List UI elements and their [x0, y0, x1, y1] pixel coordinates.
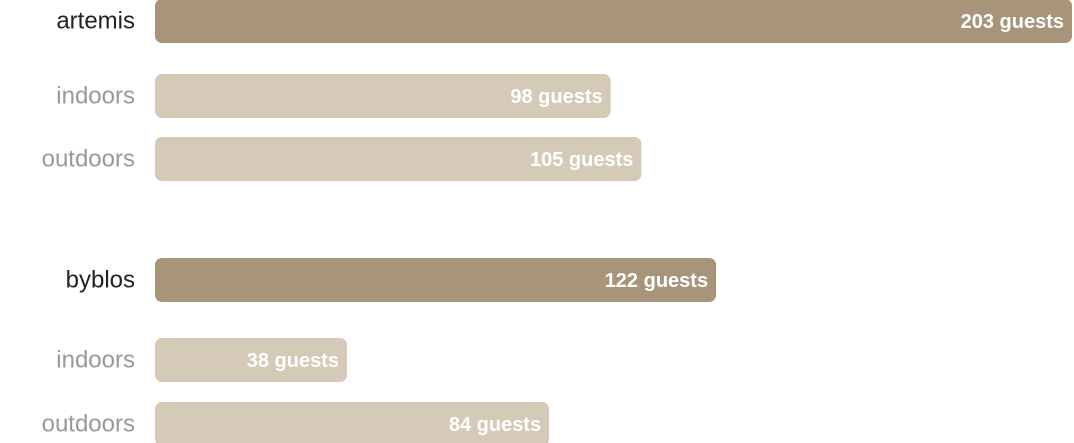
value-label: 84 guests — [449, 414, 541, 436]
bar — [155, 0, 1072, 43]
category-label: outdoors — [42, 146, 135, 173]
value-label: 98 guests — [510, 86, 602, 108]
category-label: outdoors — [42, 411, 135, 438]
category-label: artemis — [56, 8, 135, 35]
bar — [155, 258, 717, 302]
category-label: byblos — [66, 267, 135, 294]
bar — [155, 338, 347, 382]
bar — [155, 74, 611, 118]
value-label: 122 guests — [605, 270, 708, 292]
bar — [155, 137, 642, 181]
bar — [155, 402, 550, 443]
value-label: 38 guests — [247, 350, 339, 372]
value-label: 105 guests — [530, 149, 633, 171]
category-label: indoors — [56, 347, 135, 374]
value-label: 203 guests — [961, 11, 1064, 33]
category-label: indoors — [56, 83, 135, 110]
